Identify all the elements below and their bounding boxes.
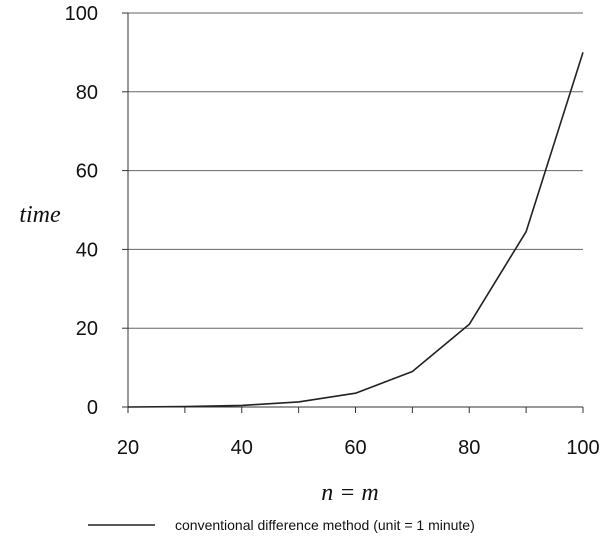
y-tick-label: 40 (76, 239, 98, 261)
series-group (127, 52, 584, 408)
x-tick-label: 100 (566, 437, 599, 459)
series-line-0 (127, 52, 584, 408)
y-axis-title: time (19, 202, 61, 228)
x-axis-title: n = m (321, 480, 379, 506)
y-tick-label: 20 (76, 318, 98, 340)
x-tick-label: 60 (344, 437, 366, 459)
y-tick-label: 60 (76, 161, 98, 183)
legend: conventional difference method (unit = 1… (88, 517, 475, 533)
x-tick-labels: 20 40 60 80 100 (117, 437, 600, 459)
y-tick-label: 100 (65, 3, 98, 25)
y-tick-label: 0 (87, 397, 98, 419)
x-tick-label: 20 (117, 437, 139, 459)
x-tick-label: 40 (231, 437, 253, 459)
gridlines (122, 12, 583, 408)
y-tick-labels: 0 20 40 60 80 100 (65, 3, 98, 419)
x-tick-marks (127, 407, 584, 413)
x-tick-label: 80 (458, 437, 480, 459)
y-tick-label: 80 (76, 82, 98, 104)
legend-entry: conventional difference method (unit = 1… (175, 517, 475, 533)
